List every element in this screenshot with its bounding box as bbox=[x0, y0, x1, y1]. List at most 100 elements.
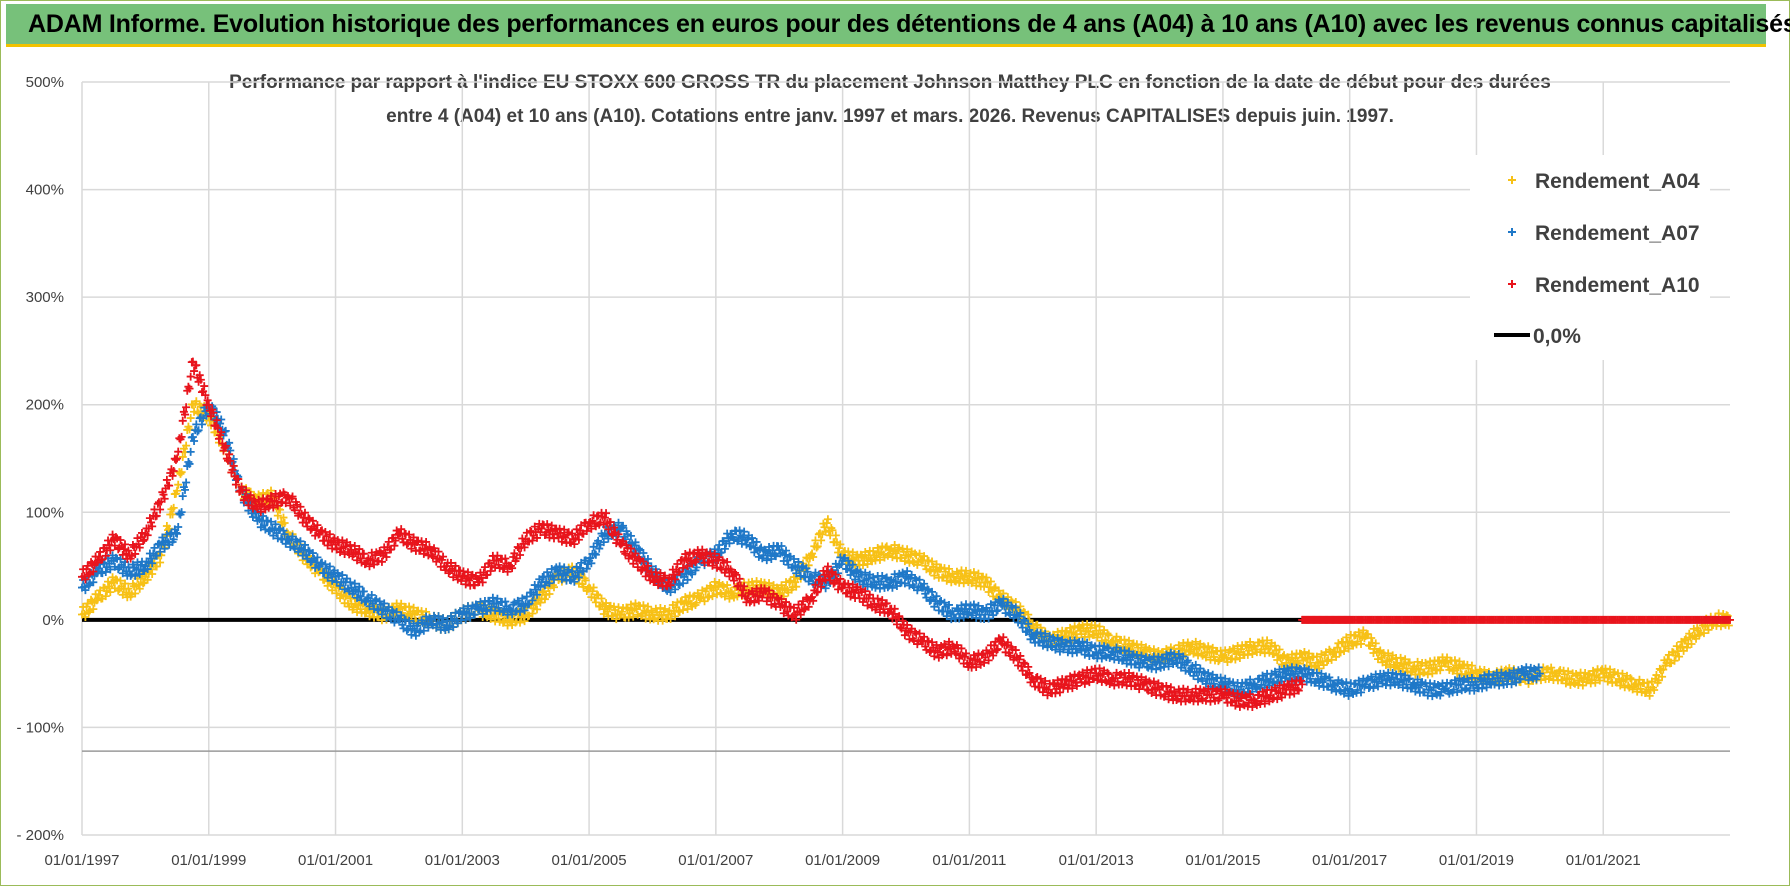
x-tick-label: 01/01/2009 bbox=[805, 852, 880, 869]
data-point bbox=[1326, 676, 1335, 685]
data-point bbox=[693, 589, 702, 598]
data-point bbox=[1306, 658, 1315, 667]
y-tick-label: - 100% bbox=[16, 719, 64, 736]
data-point bbox=[630, 604, 639, 613]
report-title: ADAM Informe. Evolution historique des p… bbox=[28, 10, 1790, 38]
y-tick-label: 0% bbox=[42, 612, 64, 629]
data-point bbox=[864, 551, 873, 560]
data-point bbox=[930, 602, 939, 611]
data-point bbox=[1071, 644, 1080, 653]
data-point bbox=[1237, 645, 1246, 654]
data-point bbox=[101, 592, 110, 601]
data-point bbox=[1098, 646, 1107, 655]
data-point bbox=[599, 538, 608, 547]
data-point bbox=[900, 557, 909, 566]
data-point bbox=[1111, 648, 1120, 657]
data-point bbox=[1179, 652, 1188, 661]
data-point bbox=[828, 526, 837, 535]
data-point bbox=[692, 598, 701, 607]
data-point bbox=[267, 517, 276, 526]
data-point bbox=[328, 586, 337, 595]
data-point bbox=[439, 614, 448, 623]
data-point bbox=[1126, 655, 1135, 664]
data-point bbox=[1124, 636, 1133, 645]
data-point bbox=[994, 595, 1003, 604]
data-point bbox=[248, 513, 257, 521]
x-tick-label: 01/01/2017 bbox=[1312, 852, 1387, 869]
data-point bbox=[1164, 662, 1173, 671]
data-point bbox=[1180, 646, 1189, 655]
data-point bbox=[597, 594, 606, 603]
data-point bbox=[1084, 627, 1093, 636]
x-tick-label: 01/01/2003 bbox=[425, 852, 500, 869]
data-point bbox=[178, 492, 187, 501]
data-point bbox=[1111, 637, 1120, 646]
data-point bbox=[1387, 655, 1396, 664]
data-point bbox=[679, 606, 688, 615]
data-point bbox=[1010, 611, 1019, 620]
data-point bbox=[639, 549, 648, 558]
data-point bbox=[1423, 670, 1432, 679]
data-point bbox=[915, 549, 924, 558]
data-point bbox=[92, 596, 101, 605]
data-point bbox=[1300, 648, 1309, 657]
data-point bbox=[1275, 645, 1284, 654]
data-point bbox=[645, 611, 654, 620]
data-point bbox=[703, 593, 712, 602]
data-point bbox=[300, 540, 309, 549]
data-point bbox=[837, 560, 846, 569]
data-point bbox=[975, 578, 984, 587]
data-point bbox=[1024, 619, 1033, 628]
data-point bbox=[273, 511, 282, 520]
data-point bbox=[771, 552, 780, 561]
data-point bbox=[890, 541, 899, 550]
data-point bbox=[437, 618, 446, 627]
data-point bbox=[465, 609, 474, 618]
data-point bbox=[875, 555, 884, 564]
data-point bbox=[858, 580, 867, 589]
gridlines bbox=[81, 81, 1730, 836]
data-point bbox=[1454, 663, 1463, 672]
data-point bbox=[1038, 641, 1047, 650]
data-point bbox=[760, 545, 769, 554]
data-point bbox=[169, 535, 178, 544]
data-point bbox=[1507, 680, 1516, 689]
data-point bbox=[1354, 628, 1363, 637]
data-point bbox=[928, 557, 937, 566]
data-point bbox=[851, 575, 860, 584]
data-point bbox=[587, 559, 596, 568]
data-point bbox=[990, 584, 999, 593]
data-point bbox=[666, 588, 675, 597]
data-point bbox=[408, 609, 417, 618]
data-point bbox=[1232, 649, 1241, 658]
data-point bbox=[1372, 677, 1381, 686]
x-tick-label: 01/01/2005 bbox=[552, 852, 627, 869]
data-point bbox=[1564, 667, 1573, 676]
y-tick-label: 200% bbox=[26, 397, 64, 414]
data-point bbox=[531, 585, 540, 594]
data-point bbox=[1137, 640, 1146, 649]
data-point bbox=[367, 590, 376, 599]
y-tick-label: - 200% bbox=[16, 827, 64, 844]
data-point bbox=[1191, 637, 1200, 646]
data-point bbox=[1241, 678, 1250, 687]
data-point bbox=[590, 549, 599, 558]
data-point bbox=[271, 520, 280, 529]
data-point bbox=[882, 573, 891, 582]
data-point bbox=[923, 585, 932, 594]
data-point bbox=[116, 555, 125, 564]
data-point bbox=[107, 556, 116, 565]
data-point bbox=[873, 543, 882, 552]
data-point bbox=[1547, 663, 1556, 672]
data-point bbox=[360, 609, 369, 618]
data-point bbox=[1406, 668, 1415, 677]
data-point bbox=[350, 579, 359, 588]
data-point bbox=[858, 561, 867, 570]
data-point bbox=[1300, 664, 1309, 673]
data-point bbox=[185, 459, 194, 468]
data-point bbox=[1516, 675, 1525, 684]
data-point bbox=[1051, 645, 1060, 654]
data-point bbox=[1135, 663, 1144, 672]
data-point bbox=[549, 583, 558, 592]
data-point bbox=[156, 558, 165, 567]
